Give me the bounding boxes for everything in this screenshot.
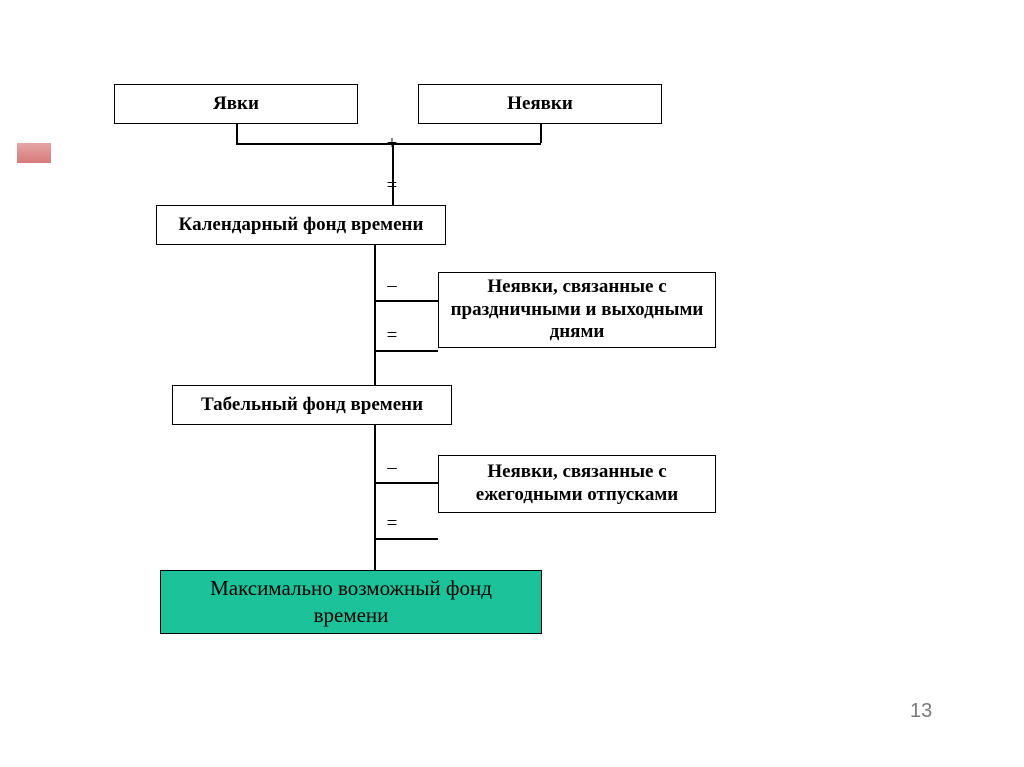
op-symbol: –: [387, 275, 397, 297]
node-attendance: Явки: [114, 84, 358, 124]
line: [374, 538, 438, 540]
op-symbol: =: [387, 325, 398, 347]
node-calendar-fund: Календарный фонд времени: [156, 205, 446, 245]
node-max-fund: Максимально возможный фонд времени: [160, 570, 542, 634]
node-label: Неявки, связанные с праздничными и выход…: [445, 276, 709, 344]
operator-equals: =: [382, 176, 402, 196]
line: [374, 245, 376, 385]
operator-plus: +: [382, 134, 402, 154]
line: [236, 124, 238, 143]
op-symbol: –: [387, 457, 397, 479]
accent-bar: [17, 143, 51, 163]
operator-equals: =: [382, 326, 402, 346]
op-symbol: +: [387, 133, 398, 155]
node-label: Табельный фонд времени: [201, 394, 423, 417]
operator-equals: =: [382, 514, 402, 534]
node-label: Неявки: [507, 93, 573, 116]
node-holiday-absence: Неявки, связанные с праздничными и выход…: [438, 272, 716, 348]
op-symbol: =: [387, 513, 398, 535]
op-symbol: =: [387, 175, 398, 197]
line: [374, 425, 376, 570]
page-number-text: 13: [910, 700, 932, 722]
node-vacation-absence: Неявки, связанные с ежегодными отпусками: [438, 455, 716, 513]
node-absence: Неявки: [418, 84, 662, 124]
node-tabel-fund: Табельный фонд времени: [172, 385, 452, 425]
line: [540, 124, 542, 143]
operator-minus: –: [382, 458, 402, 478]
node-label: Явки: [213, 93, 259, 116]
node-label: Неявки, связанные с ежегодными отпусками: [445, 461, 709, 507]
node-label: Календарный фонд времени: [179, 214, 424, 237]
operator-minus: –: [382, 276, 402, 296]
diagram-canvas: Явки Неявки + = Календарный фонд времени…: [0, 0, 1024, 767]
line: [374, 350, 438, 352]
line: [374, 482, 438, 484]
node-label: Максимально возможный фонд времени: [171, 575, 531, 630]
page-number: 13: [910, 700, 932, 723]
line: [374, 300, 438, 302]
